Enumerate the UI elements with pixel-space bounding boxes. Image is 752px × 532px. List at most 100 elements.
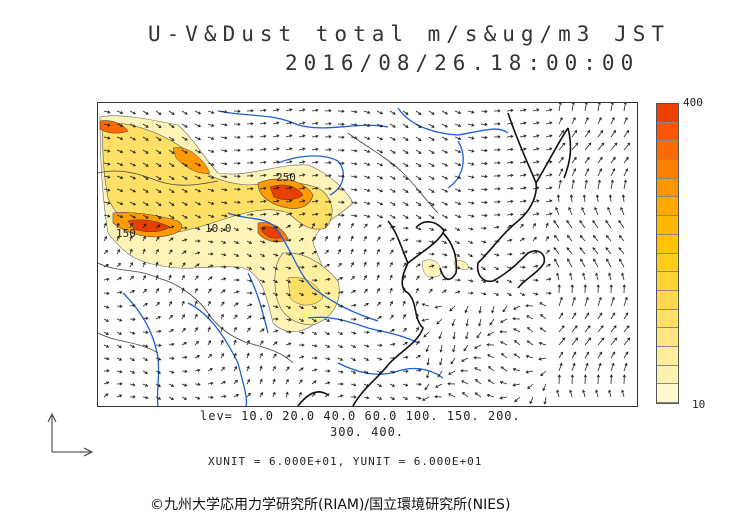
wind-vector-head — [132, 383, 136, 387]
wind-vector — [618, 220, 625, 229]
wind-vector — [272, 174, 279, 177]
wind-vector-head — [156, 236, 160, 240]
wind-vector-head — [520, 223, 524, 227]
wind-vector-head — [443, 240, 448, 244]
wind-vector — [389, 162, 396, 167]
wind-vector — [155, 149, 162, 154]
wind-vector-head — [107, 214, 111, 218]
wind-vector-head — [514, 399, 518, 403]
wind-vector — [467, 279, 473, 282]
wind-vector-head — [157, 316, 161, 319]
wind-vector-head — [273, 353, 277, 357]
wind-vector — [428, 123, 435, 128]
wind-vector — [298, 318, 304, 322]
wind-vector-head — [587, 325, 591, 329]
wind-vector-head — [573, 312, 577, 316]
wind-vector — [519, 187, 526, 190]
wind-vector — [389, 262, 393, 268]
wind-vector — [610, 142, 618, 151]
wind-vector-head — [340, 318, 344, 322]
wind-vector — [582, 390, 586, 398]
wind-vector — [610, 363, 614, 372]
wind-vector — [350, 344, 356, 348]
wind-vector — [376, 383, 382, 387]
wind-vector — [402, 396, 408, 400]
wind-vector — [539, 342, 547, 346]
wind-vector — [220, 253, 226, 256]
wind-vector-head — [522, 251, 526, 255]
wind-vector-head — [222, 228, 226, 231]
wind-vector-head — [599, 351, 603, 355]
wind-vector-head — [609, 374, 613, 378]
wind-vector-head — [276, 121, 280, 125]
wind-vector — [545, 278, 551, 281]
wind-vector — [298, 187, 305, 190]
wind-vector-head — [144, 371, 148, 374]
wind-vector-head — [197, 124, 202, 128]
wind-vector — [610, 103, 613, 112]
color-scale-segment — [657, 328, 678, 347]
wind-vector-head — [583, 374, 587, 378]
wind-vector-head — [250, 187, 254, 191]
wind-vector — [422, 303, 430, 307]
wind-vector-head — [354, 162, 358, 166]
wind-vector-head — [595, 272, 599, 276]
wind-vector-head — [300, 238, 304, 241]
wind-vector — [207, 354, 212, 359]
wind-vector-head — [495, 280, 499, 283]
wind-vector-head — [354, 201, 358, 205]
wind-vector — [168, 249, 173, 255]
wind-vector-head — [315, 186, 319, 190]
wind-vector — [272, 200, 279, 203]
wind-vector-head — [535, 292, 539, 296]
wind-vector-head — [158, 176, 162, 180]
wind-vector — [272, 330, 278, 333]
wind-vector-head — [107, 149, 111, 153]
color-scale-max-label: 400 — [683, 96, 703, 109]
wind-vector — [487, 394, 495, 398]
wind-vector-head — [610, 179, 614, 183]
wind-vector — [181, 328, 186, 333]
wind-vector — [363, 396, 369, 399]
wind-vector-head — [621, 194, 626, 198]
wind-vector-head — [483, 226, 487, 230]
color-scale-segment — [657, 290, 678, 310]
wind-vector — [207, 110, 214, 114]
wind-vector — [571, 337, 579, 346]
wind-vector — [527, 340, 534, 346]
wind-vector — [246, 353, 250, 359]
wind-vector-head — [158, 137, 162, 141]
wind-vector — [181, 136, 188, 141]
wind-vector — [415, 149, 422, 154]
wind-vector-head — [513, 353, 517, 357]
wind-vector — [623, 337, 631, 346]
color-scale-segment — [657, 272, 678, 291]
wind-vector — [155, 370, 161, 374]
wind-vector — [593, 235, 599, 242]
wind-vector — [623, 117, 628, 125]
wind-vector — [582, 273, 586, 281]
wind-vector — [415, 355, 421, 359]
wind-vector-head — [624, 362, 628, 366]
wind-vector-head — [452, 349, 456, 353]
wind-vector-head — [325, 249, 329, 253]
wind-vector — [311, 223, 315, 229]
wind-vector-head — [289, 108, 293, 112]
wind-vector-head — [566, 247, 570, 251]
wind-vector-head — [376, 248, 380, 253]
wind-vector-head — [211, 162, 215, 166]
wind-vector — [621, 390, 625, 398]
wind-vector-head — [132, 331, 136, 335]
wind-vector-head — [315, 212, 319, 216]
wind-vector — [168, 275, 172, 281]
wind-vector-head — [288, 238, 292, 242]
wind-vector-head — [429, 288, 433, 292]
wind-vector — [181, 162, 188, 167]
wind-vector-head — [484, 187, 488, 192]
wind-vector — [168, 288, 172, 294]
wind-vector — [194, 110, 201, 115]
wind-vector-head — [470, 279, 474, 283]
wind-vector — [597, 312, 603, 320]
wind-vector — [259, 174, 266, 177]
wind-vector — [623, 297, 628, 307]
